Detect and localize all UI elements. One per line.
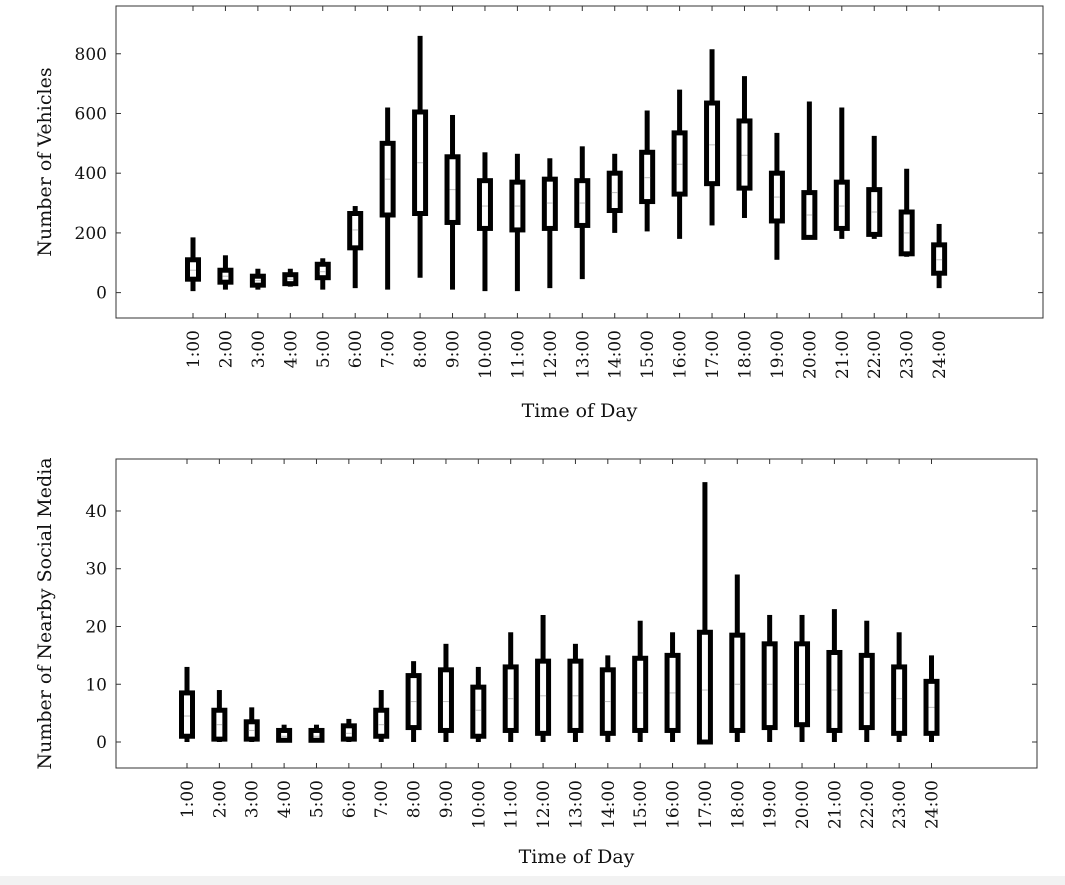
box <box>340 723 357 742</box>
x-tick-label: 18:00 <box>728 780 748 829</box>
x-tick-label: 4:00 <box>275 780 295 818</box>
x-tick-label: 9:00 <box>437 780 457 818</box>
x-tick-label: 4:00 <box>281 330 301 368</box>
x-tick-label: 18:00 <box>735 330 755 379</box>
x-tick-label: 5:00 <box>307 780 327 818</box>
x-tick-label: 10:00 <box>476 330 496 379</box>
box <box>314 261 331 281</box>
box <box>185 257 201 282</box>
x-tick-label: 19:00 <box>768 330 788 379</box>
x-axis-title: Time of Day <box>522 400 638 422</box>
plot-frame <box>115 5 1044 319</box>
x-tick-label: 1:00 <box>184 330 204 368</box>
x-tick-label: 20:00 <box>793 780 813 829</box>
x-tick-label: 11:00 <box>502 780 522 829</box>
x-tick-label: 22:00 <box>865 330 885 379</box>
x-tick-label: 10:00 <box>469 780 489 829</box>
box <box>858 652 875 731</box>
x-tick-label: 13:00 <box>573 330 593 379</box>
box <box>671 130 688 197</box>
x-tick-label: 16:00 <box>664 780 684 829</box>
x-tick-label: 17:00 <box>703 330 723 379</box>
x-tick-label: 16:00 <box>671 330 691 379</box>
x-tick-label: 3:00 <box>249 330 269 368</box>
y-tick-label: 20 <box>85 617 107 637</box>
box <box>470 684 487 739</box>
x-tick-label: 20:00 <box>800 330 820 379</box>
x-tick-label: 14:00 <box>606 330 626 379</box>
x-tick-label: 17:00 <box>696 780 716 829</box>
x-tick-label: 24:00 <box>923 780 943 829</box>
vehicles-box-plot: 0 200 400 600 800 Number of Vehicles Time of D… <box>34 5 1044 422</box>
x-tick-label: 22:00 <box>858 780 878 829</box>
bottom-band <box>0 876 1065 885</box>
box <box>761 641 778 731</box>
x-tick-label: 5:00 <box>314 330 334 368</box>
y-tick-label: 40 <box>85 502 107 522</box>
x-tick-label: 15:00 <box>631 780 651 829</box>
x-tick-label: 2:00 <box>216 330 236 368</box>
x-tick-label: 13:00 <box>566 780 586 829</box>
x-tick-label: 11:00 <box>508 330 528 379</box>
y-axis-title: Number of Vehicles <box>34 67 56 256</box>
social-media-box-plot: 0 10 20 30 40 Number of Nearby Social Media Ti… <box>34 457 1038 868</box>
box <box>276 727 293 743</box>
x-tick-label: 1:00 <box>178 780 198 818</box>
x-tick-label: 8:00 <box>405 780 425 818</box>
x-tick-label: 7:00 <box>379 330 399 368</box>
x-tick-label: 14:00 <box>599 780 619 829</box>
x-tick-label: 6:00 <box>340 780 360 818</box>
box <box>606 170 623 214</box>
box <box>437 667 454 733</box>
y-tick-label: 600 <box>75 104 107 124</box>
box <box>639 149 656 205</box>
box <box>736 118 753 191</box>
plot-frame <box>115 458 1038 769</box>
x-tick-label: 7:00 <box>372 780 392 818</box>
box <box>179 690 195 739</box>
box <box>373 707 390 739</box>
x-tick-label: 8:00 <box>411 330 431 368</box>
y-tick-label: 10 <box>85 675 107 695</box>
x-axis-title: Time of Day <box>519 846 635 868</box>
box <box>347 211 364 251</box>
box <box>826 649 843 733</box>
box <box>729 632 746 733</box>
box <box>696 629 713 745</box>
x-tick-label: 12:00 <box>534 780 554 829</box>
y-tick-label: 30 <box>85 560 107 580</box>
y-tick-label: 800 <box>75 45 107 65</box>
box <box>704 100 721 187</box>
y-axis-title: Number of Nearby Social Media <box>34 457 56 769</box>
y-tick-label: 200 <box>75 224 107 244</box>
box <box>476 178 493 231</box>
box <box>308 727 325 743</box>
y-tick-label: 400 <box>75 164 107 184</box>
box <box>833 179 850 231</box>
x-tick-label: 6:00 <box>346 330 366 368</box>
y-tick-label: 0 <box>96 733 107 753</box>
x-tick-label: 9:00 <box>444 330 464 368</box>
x-tick-label: 24:00 <box>930 330 950 379</box>
y-tick-label: 0 <box>96 284 107 304</box>
x-tick-label: 21:00 <box>825 780 845 829</box>
x-tick-label: 12:00 <box>541 330 561 379</box>
box <box>541 176 558 231</box>
x-tick-label: 23:00 <box>890 780 910 829</box>
x-tick-label: 2:00 <box>210 780 230 818</box>
box <box>632 655 649 733</box>
box <box>535 658 552 736</box>
box <box>891 664 908 736</box>
x-tick-label: 23:00 <box>898 330 918 379</box>
x-tick-label: 21:00 <box>833 330 853 379</box>
box <box>931 242 948 276</box>
x-tick-label: 19:00 <box>761 780 781 829</box>
x-tick-label: 15:00 <box>638 330 658 379</box>
x-tick-label: 3:00 <box>243 780 263 818</box>
